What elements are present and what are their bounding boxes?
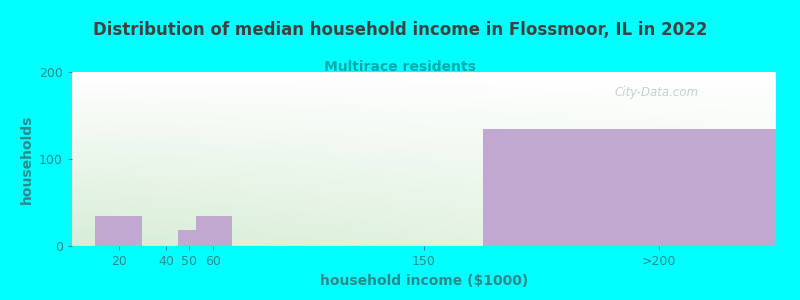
Text: Distribution of median household income in Flossmoor, IL in 2022: Distribution of median household income … [93,21,707,39]
Bar [196,215,231,246]
Bar [95,215,142,246]
Text: Multirace residents: Multirace residents [324,60,476,74]
Bar [178,230,196,246]
X-axis label: household income ($1000): household income ($1000) [320,274,528,288]
Y-axis label: households: households [19,114,34,204]
Bar [482,128,776,246]
Text: City-Data.com: City-Data.com [614,86,698,99]
